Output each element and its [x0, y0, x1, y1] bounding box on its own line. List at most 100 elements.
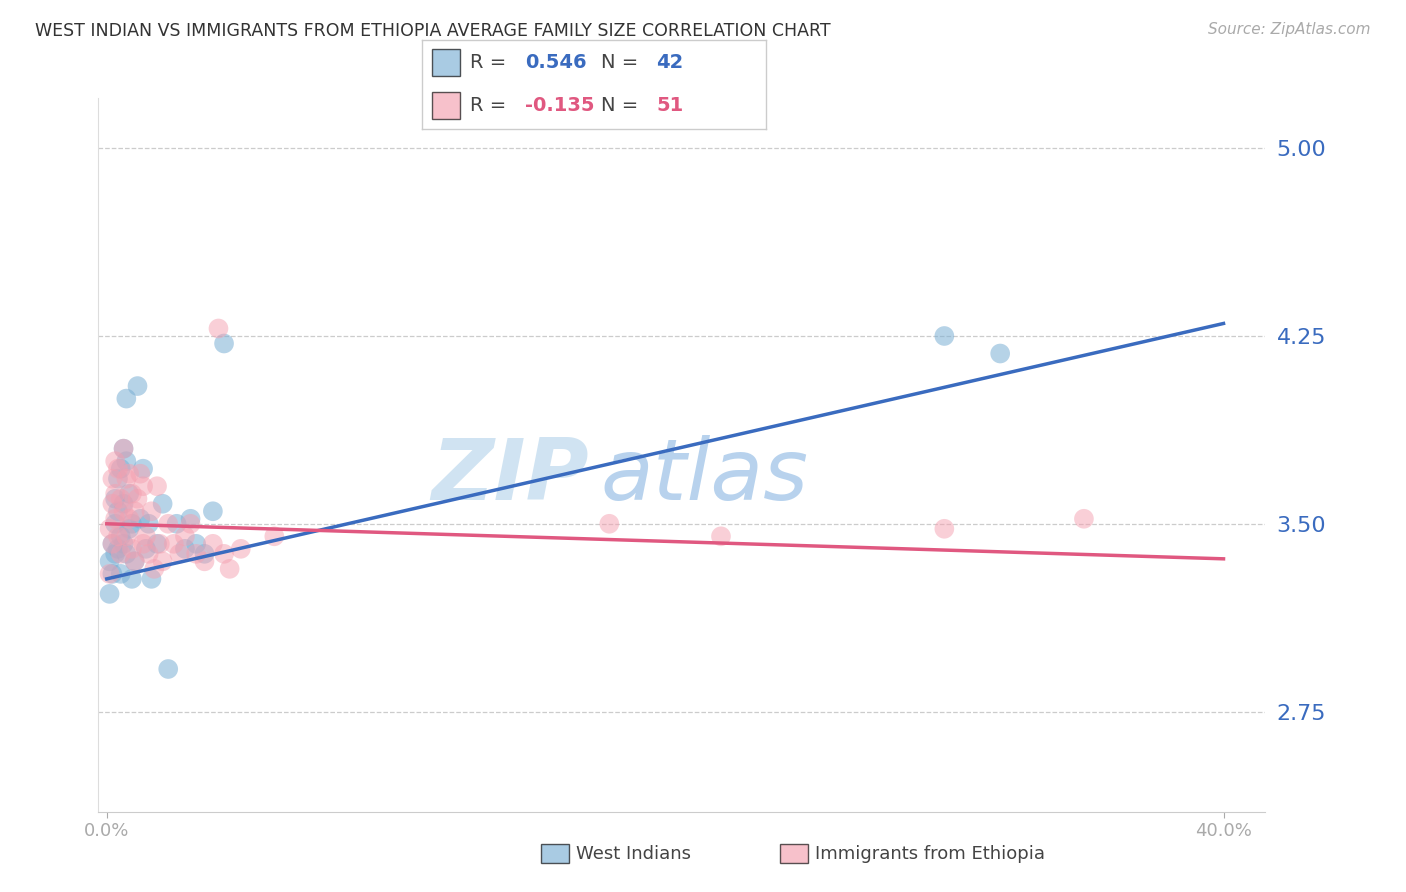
- Point: [152, 554, 174, 568]
- Point: [115, 529, 138, 543]
- Point: [104, 454, 127, 468]
- Point: [180, 512, 202, 526]
- Point: [141, 572, 163, 586]
- Point: [110, 491, 132, 506]
- Text: atlas: atlas: [600, 434, 808, 518]
- Text: -0.135: -0.135: [526, 96, 595, 115]
- Point: [124, 554, 146, 568]
- Point: [263, 529, 285, 543]
- Point: [129, 467, 152, 481]
- Text: Source: ZipAtlas.com: Source: ZipAtlas.com: [1208, 22, 1371, 37]
- Point: [141, 504, 163, 518]
- Point: [110, 529, 132, 543]
- Point: [201, 537, 224, 551]
- Text: Immigrants from Ethiopia: Immigrants from Ethiopia: [815, 845, 1046, 863]
- Point: [218, 562, 240, 576]
- Point: [101, 566, 124, 581]
- Point: [934, 329, 956, 343]
- Point: [112, 537, 135, 551]
- Point: [121, 516, 143, 531]
- Point: [104, 547, 127, 561]
- Point: [107, 529, 129, 543]
- Point: [157, 662, 180, 676]
- Point: [112, 504, 135, 518]
- FancyBboxPatch shape: [432, 49, 460, 76]
- Point: [180, 516, 202, 531]
- Point: [229, 541, 252, 556]
- Point: [107, 461, 129, 475]
- Text: 42: 42: [657, 54, 683, 72]
- Point: [115, 472, 138, 486]
- Text: R =: R =: [470, 96, 513, 115]
- Point: [98, 587, 121, 601]
- Point: [201, 504, 224, 518]
- Point: [988, 346, 1011, 360]
- Point: [184, 547, 207, 561]
- Point: [124, 554, 146, 568]
- Point: [110, 566, 132, 581]
- Point: [115, 392, 138, 406]
- Point: [710, 529, 733, 543]
- Point: [118, 512, 141, 526]
- Point: [101, 537, 124, 551]
- Point: [135, 529, 157, 543]
- Point: [107, 472, 129, 486]
- Point: [1073, 512, 1095, 526]
- Point: [124, 504, 146, 518]
- Point: [101, 537, 124, 551]
- Point: [132, 537, 155, 551]
- Point: [101, 497, 124, 511]
- Point: [146, 479, 169, 493]
- FancyBboxPatch shape: [432, 92, 460, 119]
- Point: [110, 547, 132, 561]
- Point: [169, 547, 191, 561]
- Text: R =: R =: [470, 54, 513, 72]
- Point: [193, 547, 215, 561]
- Point: [174, 529, 197, 543]
- Point: [212, 547, 235, 561]
- Point: [104, 487, 127, 501]
- Point: [291, 822, 314, 837]
- Point: [129, 512, 152, 526]
- Point: [107, 541, 129, 556]
- Point: [157, 516, 180, 531]
- Point: [118, 467, 141, 481]
- Point: [121, 572, 143, 586]
- Point: [118, 487, 141, 501]
- Point: [115, 454, 138, 468]
- Point: [98, 522, 121, 536]
- Point: [98, 566, 121, 581]
- Text: WEST INDIAN VS IMMIGRANTS FROM ETHIOPIA AVERAGE FAMILY SIZE CORRELATION CHART: WEST INDIAN VS IMMIGRANTS FROM ETHIOPIA …: [35, 22, 831, 40]
- Point: [112, 442, 135, 456]
- Point: [98, 554, 121, 568]
- Point: [107, 504, 129, 518]
- Point: [104, 491, 127, 506]
- Point: [127, 379, 149, 393]
- Point: [110, 461, 132, 475]
- Point: [149, 537, 172, 551]
- Point: [112, 497, 135, 511]
- Point: [184, 537, 207, 551]
- Text: N =: N =: [600, 54, 644, 72]
- Point: [132, 461, 155, 475]
- Point: [598, 516, 620, 531]
- Point: [121, 487, 143, 501]
- Point: [132, 479, 155, 493]
- Point: [207, 321, 229, 335]
- Point: [121, 541, 143, 556]
- Point: [152, 497, 174, 511]
- Text: West Indians: West Indians: [576, 845, 692, 863]
- Point: [104, 512, 127, 526]
- Point: [212, 336, 235, 351]
- Text: N =: N =: [600, 96, 644, 115]
- Point: [138, 547, 160, 561]
- Point: [146, 537, 169, 551]
- Point: [934, 522, 956, 536]
- Point: [193, 554, 215, 568]
- Text: 0.546: 0.546: [526, 54, 586, 72]
- Point: [112, 442, 135, 456]
- Point: [135, 541, 157, 556]
- Point: [104, 516, 127, 531]
- Point: [101, 472, 124, 486]
- Text: ZIP: ZIP: [430, 434, 589, 518]
